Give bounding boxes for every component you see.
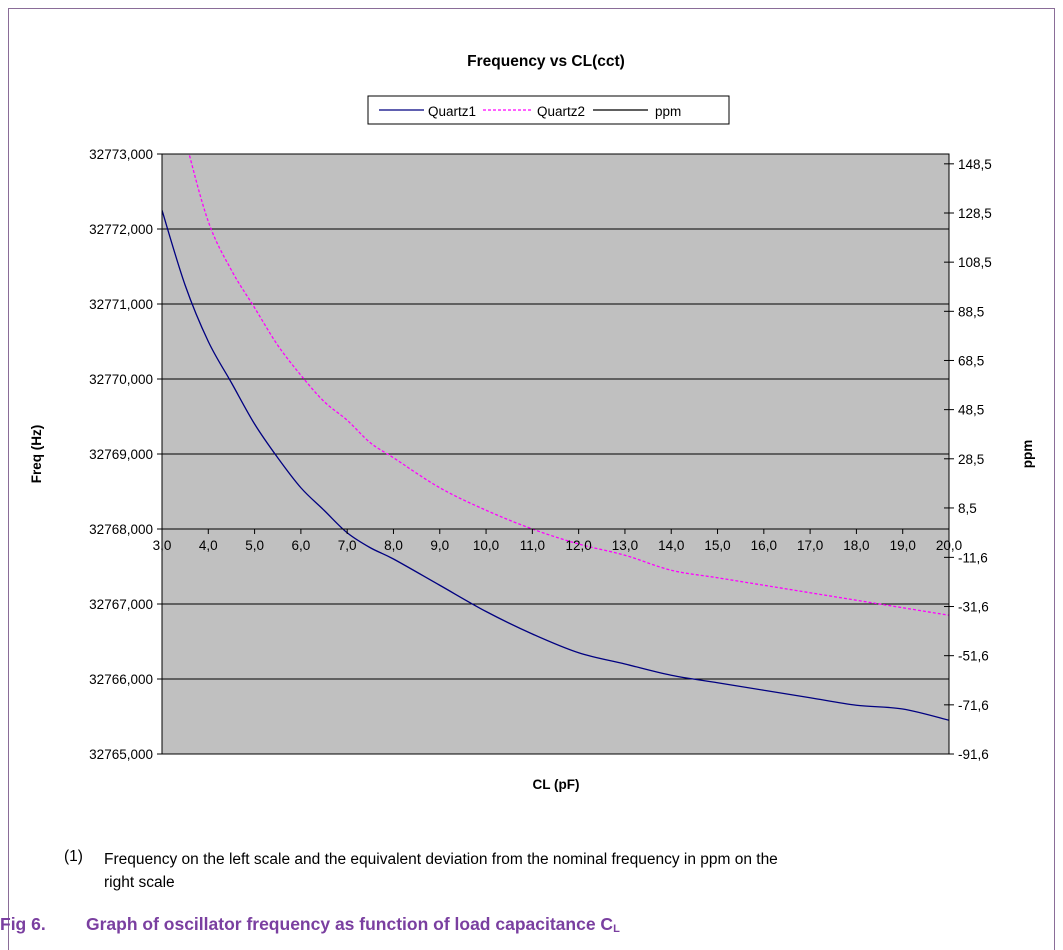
chart: 3,0 4,0 5,0 6,0 7,0 8,0 9,0 10,0 11,0 12,0 13,0 14,…	[29, 53, 1035, 792]
chart-title: Frequency vs CL(cct)	[467, 53, 625, 70]
footnote-number: (1)	[64, 848, 83, 865]
x-tick-label: 6,0	[291, 538, 310, 553]
y2-tick-label: 88,5	[958, 304, 984, 319]
y2-tick-label: 128,5	[958, 206, 992, 221]
y2-tick-label: 48,5	[958, 403, 984, 418]
x-tick-label: 16,0	[751, 538, 777, 553]
x-tick-label: 17,0	[797, 538, 823, 553]
x-tick-label: 13,0	[612, 538, 638, 553]
y-tick-label: 32773,000	[89, 147, 153, 162]
x-tick-label: 10,0	[473, 538, 499, 553]
x-axis-title: CL (pF)	[533, 777, 580, 792]
x-tick-label: 11,0	[520, 538, 545, 553]
x-axis: 3,0 4,0 5,0 6,0 7,0 8,0 9,0 10,0 11,0 12,0 13,0 14,…	[153, 528, 962, 553]
legend: Quartz1 Quartz2 ppm	[367, 95, 730, 125]
figure-title-subscript: L	[613, 923, 620, 935]
series-lines	[162, 154, 949, 721]
y-tick-label: 32771,000	[89, 297, 153, 312]
legend-label-quartz1: Quartz1	[428, 104, 476, 119]
legend-label-ppm: ppm	[655, 104, 681, 119]
y-axis-title-left: Freq (Hz)	[29, 425, 44, 484]
y-tick-label: 32766,000	[89, 672, 153, 687]
y2-tick-label: -11,6	[958, 550, 988, 565]
y-tick-label: 32772,000	[89, 222, 153, 237]
x-tick-label: 3,0	[153, 538, 172, 553]
y-axis-title-right: ppm	[1020, 440, 1035, 469]
y-tick-label: 32769,000	[89, 447, 153, 462]
footnote-text: Frequency on the left scale and the equi…	[104, 851, 778, 891]
x-tick-label: 8,0	[384, 538, 403, 553]
x-tick-label: 18,0	[843, 538, 869, 553]
y2-tick-label: 148,5	[958, 157, 992, 172]
figure-title-text: Graph of oscillator frequency as functio…	[86, 914, 614, 934]
series-line-quartz1	[162, 210, 949, 721]
x-tick-label: 15,0	[704, 538, 730, 553]
y2-tick-label: -31,6	[958, 600, 989, 615]
y2-tick-label: -91,6	[958, 747, 989, 762]
y2-tick-label: 8,5	[958, 501, 977, 516]
x-tick-label: 14,0	[658, 538, 684, 553]
y2-tick-label: -71,6	[958, 698, 989, 713]
x-tick-label: 5,0	[245, 538, 264, 553]
y-tick-label: 32765,000	[89, 747, 153, 762]
y2-tick-label: 68,5	[958, 353, 984, 368]
x-tick-label: 9,0	[430, 538, 449, 553]
y2-tick-label: 108,5	[958, 255, 992, 270]
y-tick-label: 32770,000	[89, 372, 153, 387]
legend-label-quartz2: Quartz2	[537, 104, 585, 119]
y-tick-label: 32768,000	[89, 522, 153, 537]
y2-tick-label: -51,6	[958, 649, 989, 664]
x-tick-label: 7,0	[338, 538, 357, 553]
y-axis-left: 32765,000 32766,000 32767,000 32768,000 3276…	[89, 147, 162, 762]
x-tick-label: 12,0	[566, 538, 592, 553]
x-tick-label: 19,0	[890, 538, 916, 553]
figure-frame	[8, 8, 1055, 950]
y-tick-label: 32767,000	[89, 597, 153, 612]
x-tick-label: 4,0	[199, 538, 218, 553]
y-axis-right: -91,6 -71,6 -51,6 -31,6 -11,6 8,5 28,5 48,5 68,5…	[944, 154, 992, 762]
figure-label: Fig 6.	[0, 914, 46, 934]
y2-tick-label: 28,5	[958, 452, 984, 467]
series-line-quartz2	[188, 154, 949, 616]
figure-title: Graph of oscillator frequency as functio…	[86, 914, 620, 935]
